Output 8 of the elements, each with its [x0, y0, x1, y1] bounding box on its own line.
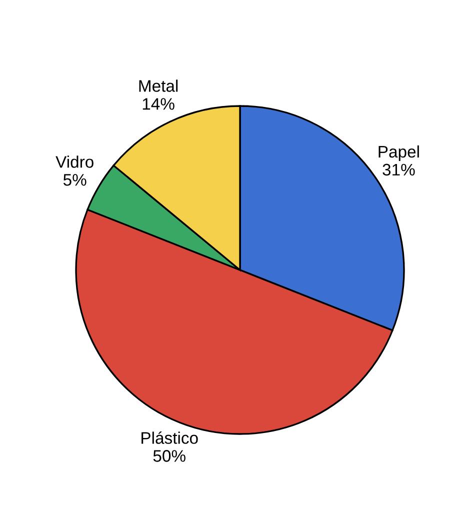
slice-label: Metal [139, 80, 178, 92]
data-label: 5% [63, 174, 86, 186]
slice-label: Vidro [56, 156, 94, 168]
data-label: 50% [153, 450, 186, 462]
slice-label: Papel [378, 145, 419, 161]
slice-label: Plástico [142, 431, 198, 444]
data-label: 31% [382, 164, 415, 176]
data-label: 14% [142, 98, 174, 110]
